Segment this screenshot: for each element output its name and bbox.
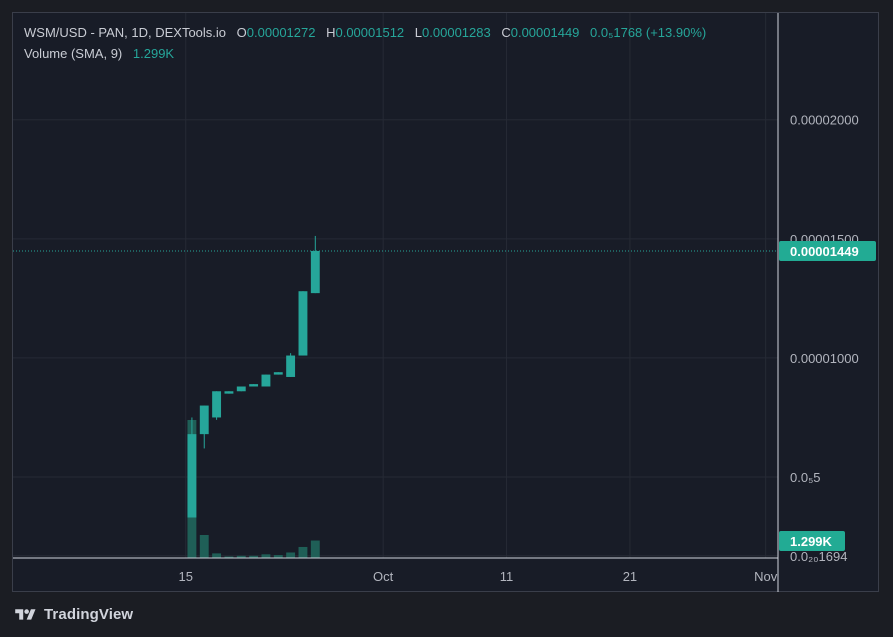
symbol-title[interactable]: WSM/USD - PAN, 1D, DEXTools.io	[24, 25, 227, 40]
last-price-tag	[779, 240, 876, 261]
volume-bar	[224, 556, 234, 558]
volume-bar	[310, 540, 320, 558]
volume-bar	[273, 555, 283, 558]
price-tick-label: 0.00001000	[790, 351, 859, 366]
price-tick-label: 0.00002000	[790, 113, 859, 128]
candle-body	[249, 384, 259, 387]
price-tick-label: 0.0₅5	[790, 470, 821, 485]
candle-body	[187, 434, 197, 518]
close-label: C	[501, 25, 511, 40]
volume-label[interactable]: Volume (SMA, 9)	[24, 46, 123, 61]
time-tick-label: 11	[500, 569, 514, 584]
time-tick-label: Oct	[373, 569, 394, 584]
change-value: 0.0₅1768 (+13.90%)	[590, 25, 707, 40]
candle-body	[199, 405, 209, 435]
tradingview-branding[interactable]: TradingView	[13, 606, 133, 623]
volume-bar	[249, 555, 259, 558]
volume-value: 1.299K	[132, 46, 175, 61]
candle-body	[212, 391, 222, 418]
volume-bar	[261, 554, 271, 558]
candle-body	[286, 355, 296, 377]
chart-canvas[interactable]: 0.000020000.000015000.000010000.0₅50.0₂₀…	[0, 0, 893, 600]
candle-body	[310, 250, 320, 294]
chart-frame	[12, 12, 879, 592]
last-volume-label: 1.299K	[790, 534, 833, 549]
volume-bar	[212, 553, 222, 558]
candle-body	[261, 374, 271, 387]
volume-bar	[236, 555, 246, 558]
volume-bar	[298, 546, 308, 558]
open-label: O	[236, 25, 247, 40]
low-value: 0.00001283	[422, 25, 491, 40]
candle-body	[298, 291, 308, 356]
time-tick-label: Nov	[754, 569, 778, 584]
last-volume-tag	[779, 531, 845, 551]
high-value: 0.00001512	[335, 25, 405, 40]
tradingview-logo-icon	[15, 608, 36, 620]
open-value: 0.00001272	[246, 25, 316, 40]
time-tick-label: 21	[623, 569, 637, 584]
candle-body	[273, 372, 283, 375]
volume-bar	[286, 552, 296, 558]
last-price-label: 0.00001449	[790, 244, 859, 259]
price-tick-label: 0.0₂₀1694	[790, 549, 847, 564]
volume-legend: Volume (SMA, 9) 1.299K	[24, 46, 174, 61]
candle-body	[236, 386, 246, 392]
close-value: 0.00001449	[510, 25, 580, 40]
time-tick-label: 15	[179, 569, 193, 584]
candle-body	[224, 391, 234, 394]
high-label: H	[326, 25, 336, 40]
symbol-legend: WSM/USD - PAN, 1D, DEXTools.io O0.000012…	[24, 25, 706, 40]
volume-bar	[199, 535, 209, 558]
tradingview-brand-name: TradingView	[44, 606, 134, 623]
low-label: L	[414, 25, 423, 40]
